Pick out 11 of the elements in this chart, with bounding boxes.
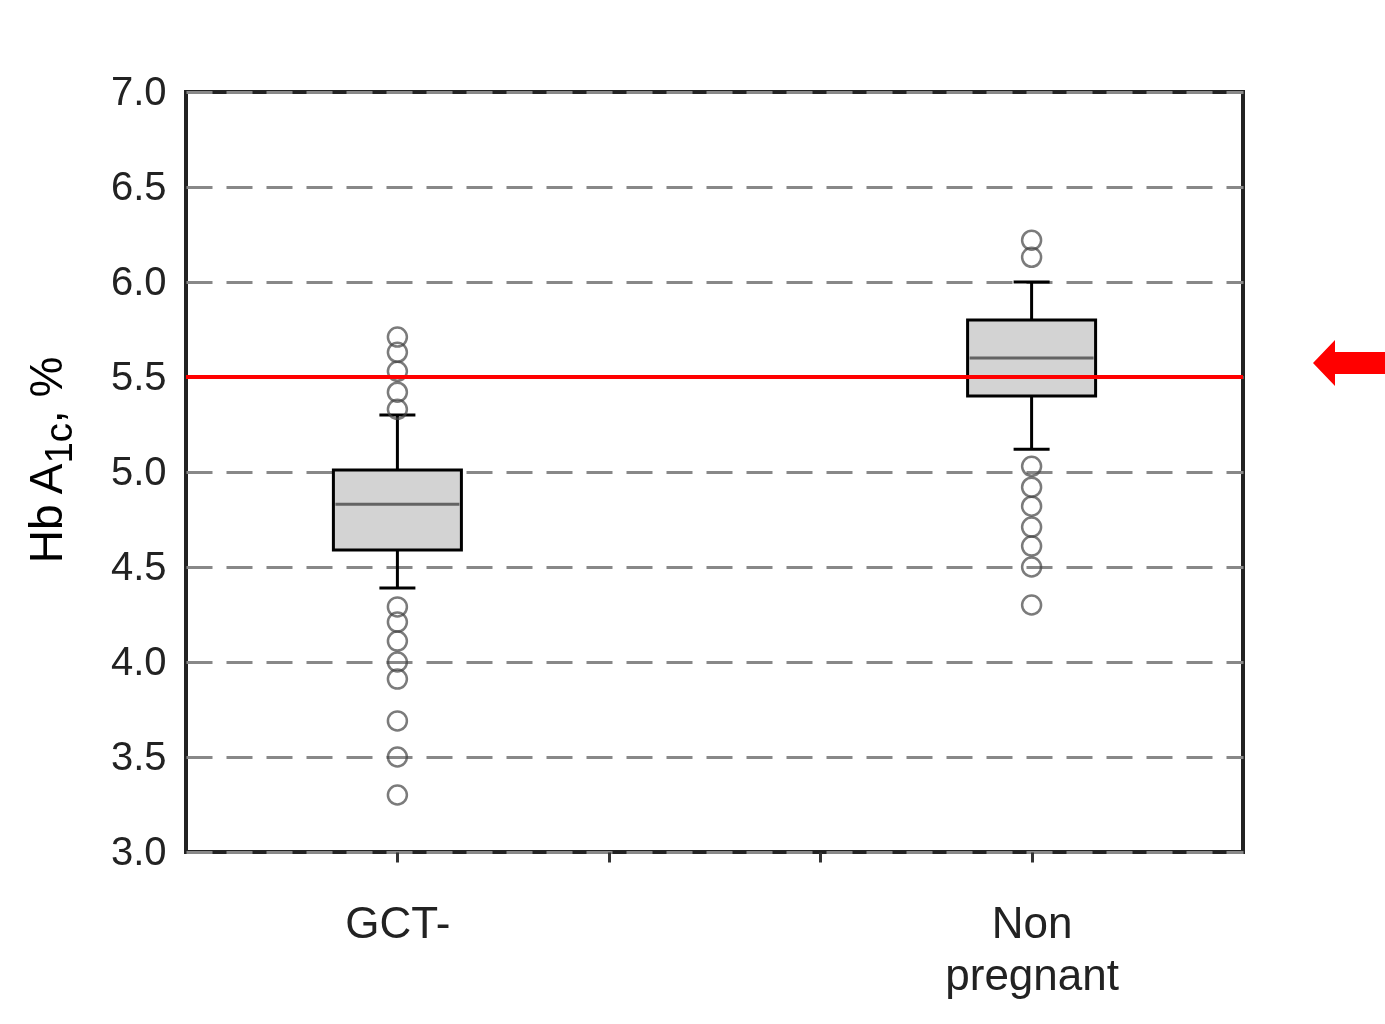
y-tick-label: 5.0 bbox=[110, 448, 167, 493]
x-tick-label: GCT- bbox=[345, 897, 451, 947]
x-tick-label: Non pregnant bbox=[945, 897, 1119, 999]
y-tick-label: 4.0 bbox=[110, 638, 167, 683]
y-tick-label: 6.0 bbox=[110, 258, 167, 303]
y-tick-label: 5.5 bbox=[110, 353, 167, 398]
y-tick-label: 4.5 bbox=[110, 543, 167, 588]
y-tick-label: 3.5 bbox=[110, 733, 167, 778]
y-tick-label: 3.0 bbox=[110, 828, 167, 873]
y-tick-label: 6.5 bbox=[110, 163, 167, 208]
y-tick-label: 7.0 bbox=[110, 68, 167, 113]
